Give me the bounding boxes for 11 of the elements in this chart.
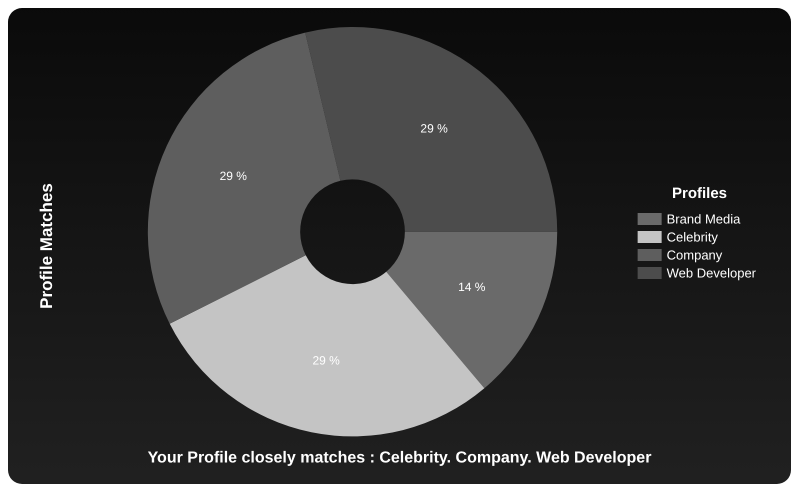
legend-label: Company [666, 248, 723, 262]
text: Your Profile closely matches : Celebrity. Company. Web Developer [148, 450, 652, 466]
text: Profile Matches [37, 183, 56, 309]
data-label: 14 % [458, 280, 486, 294]
legend-label: Brand Media [666, 212, 742, 226]
legend-title: Profiles [672, 185, 728, 202]
data-label: 29 % [312, 354, 340, 368]
data-label: 29 % [420, 122, 448, 136]
data-label: 29 % [220, 169, 248, 184]
legend-label: Celebrity [666, 230, 718, 244]
legend-label: Web Developer [666, 266, 757, 280]
